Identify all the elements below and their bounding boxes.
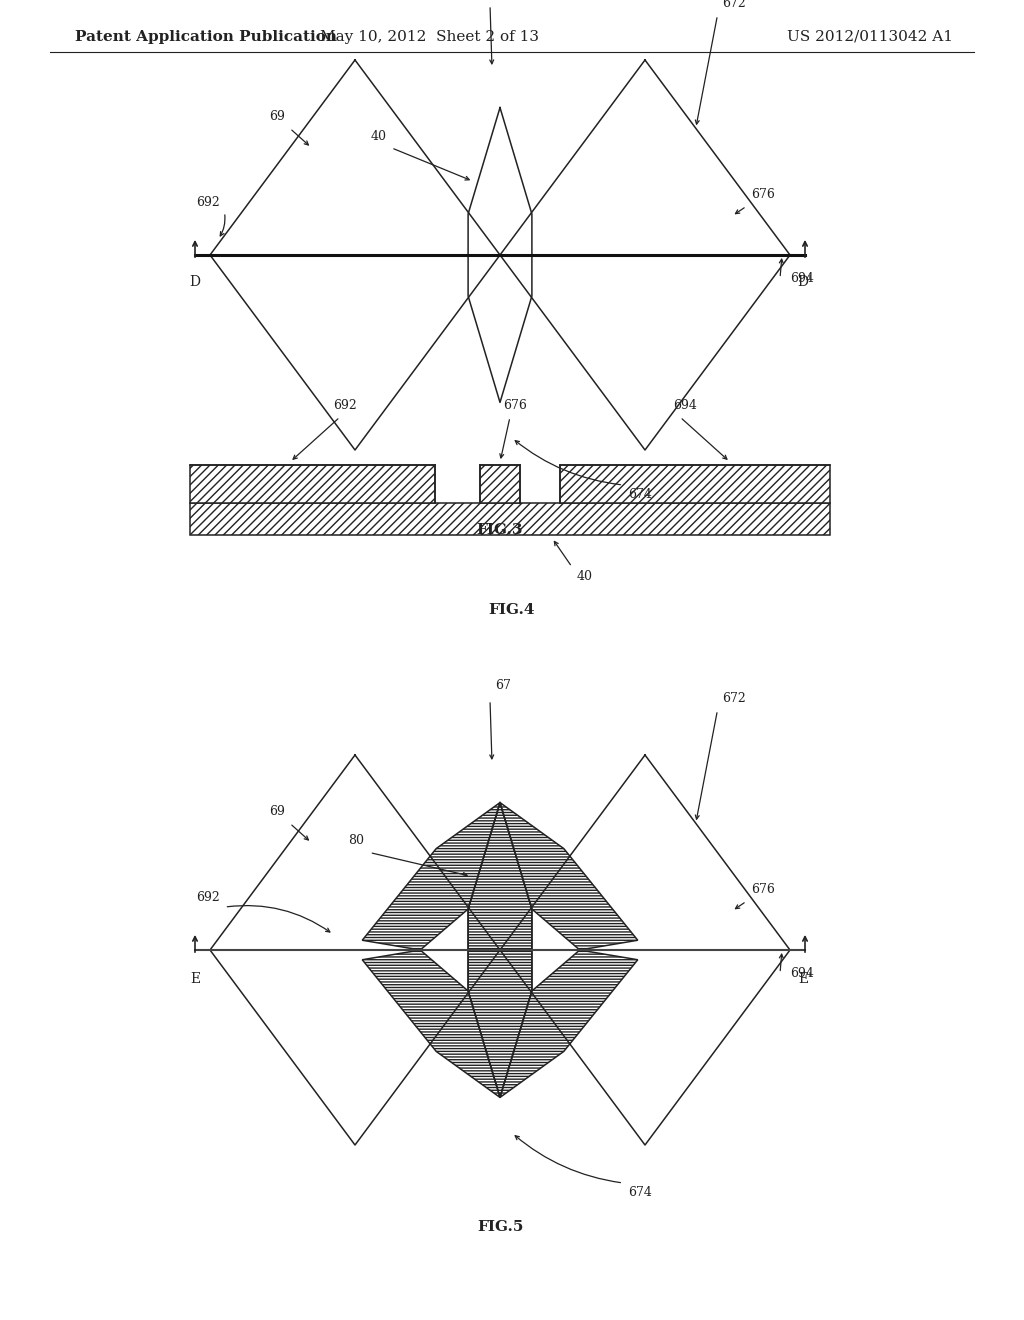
Text: 692: 692: [333, 399, 357, 412]
Text: D: D: [189, 275, 201, 289]
Text: 69: 69: [269, 805, 285, 818]
Text: D': D': [798, 275, 812, 289]
Text: E': E': [798, 972, 812, 986]
Text: FIG.3: FIG.3: [477, 523, 523, 537]
Polygon shape: [468, 803, 531, 1097]
Text: 692: 692: [196, 891, 219, 904]
Text: 40: 40: [577, 570, 593, 583]
Text: 67: 67: [495, 678, 511, 692]
Text: 674: 674: [629, 1185, 652, 1199]
Text: US 2012/0113042 A1: US 2012/0113042 A1: [787, 30, 953, 44]
Bar: [480, 465, 520, 503]
Text: 692: 692: [196, 197, 219, 209]
Text: 694: 694: [790, 272, 814, 285]
Text: FIG.4: FIG.4: [488, 603, 536, 616]
Polygon shape: [362, 803, 500, 950]
Text: E: E: [189, 972, 200, 986]
Text: 672: 672: [723, 0, 746, 11]
Bar: [190, 465, 435, 503]
Text: 80: 80: [348, 834, 365, 847]
Text: 40: 40: [371, 129, 386, 143]
Text: 694: 694: [673, 399, 697, 412]
Text: 676: 676: [503, 399, 527, 412]
Text: 676: 676: [752, 883, 775, 896]
Bar: [560, 465, 830, 503]
Text: May 10, 2012  Sheet 2 of 13: May 10, 2012 Sheet 2 of 13: [321, 30, 540, 44]
Text: 69: 69: [269, 111, 285, 123]
Polygon shape: [500, 803, 638, 950]
Text: 694: 694: [790, 966, 814, 979]
Polygon shape: [500, 950, 638, 1097]
Text: FIG.5: FIG.5: [477, 1220, 523, 1234]
Text: 672: 672: [723, 692, 746, 705]
Polygon shape: [362, 950, 500, 1097]
Bar: [190, 503, 830, 535]
Text: 676: 676: [752, 189, 775, 201]
Text: 674: 674: [629, 488, 652, 502]
Text: Patent Application Publication: Patent Application Publication: [75, 30, 337, 44]
